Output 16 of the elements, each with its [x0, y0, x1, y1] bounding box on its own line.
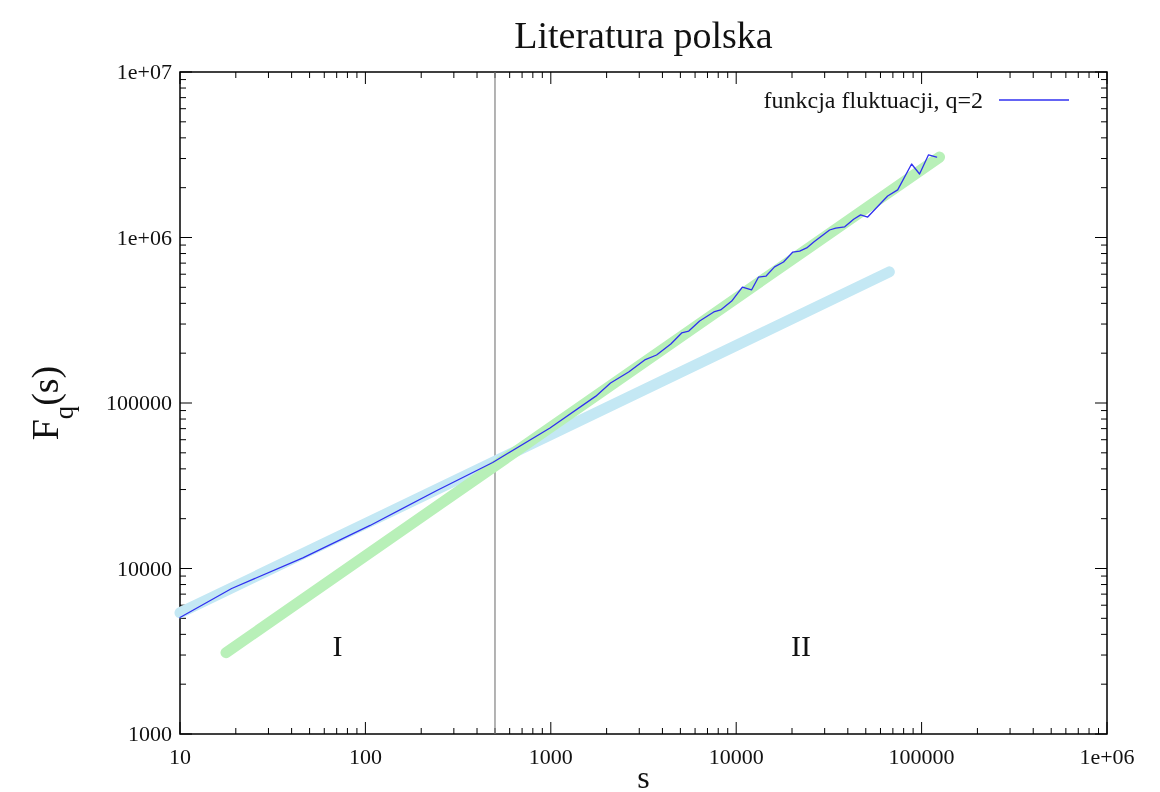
y-tick-label: 1e+06 — [116, 224, 172, 250]
y-tick-label: 10000 — [117, 555, 172, 581]
chart-title: Literatura polska — [514, 14, 773, 56]
annotation: II — [791, 629, 811, 662]
x-tick-label: 1e+06 — [1079, 744, 1135, 769]
x-tick-label: 100 — [348, 744, 382, 769]
x-tick-label: 1000 — [528, 744, 573, 769]
x-tick-label: 10000 — [708, 744, 764, 769]
x-axis-title: s — [637, 759, 650, 792]
x-tick-label: 100000 — [888, 744, 955, 769]
x-tick-label: 10 — [169, 744, 191, 769]
y-tick-label: 1e+07 — [116, 59, 172, 84]
legend-label: funkcja fluktuacji, q=2 — [763, 87, 983, 113]
y-tick-label: 100000 — [106, 390, 172, 415]
annotation: I — [332, 629, 343, 662]
y-tick-label: 1000 — [128, 721, 172, 746]
